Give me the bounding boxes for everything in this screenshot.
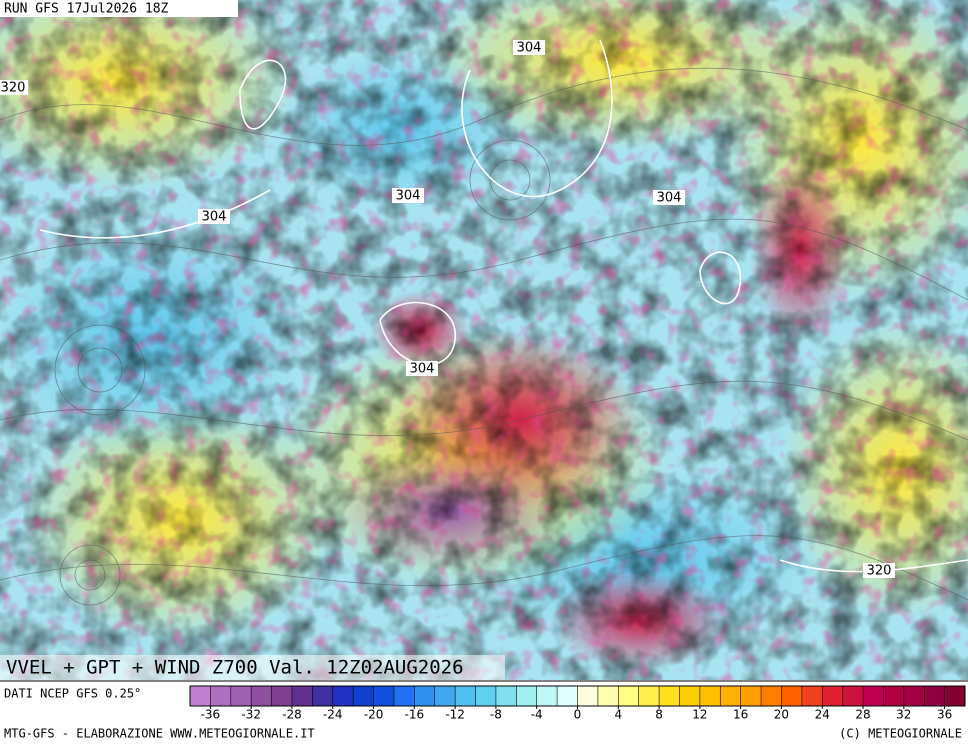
colorbar-swatch bbox=[638, 686, 660, 706]
map: RUN GFS 17Jul2026 18Z 304 320 304 304 30… bbox=[0, 0, 968, 680]
colorbar-swatch bbox=[291, 686, 313, 706]
colorbar-tick-label: -4 bbox=[531, 708, 543, 722]
colorbar-swatch bbox=[230, 686, 252, 706]
colorbar-swatch bbox=[190, 686, 211, 706]
colorbar-tick-label: -36 bbox=[201, 708, 221, 722]
colorbar-swatch bbox=[210, 686, 232, 706]
colorbar-tick-label: 8 bbox=[655, 708, 663, 722]
colorbar-swatch bbox=[903, 686, 925, 706]
colorbar-swatch bbox=[944, 686, 966, 706]
footer-right: (C) METEOGIORNALE bbox=[839, 727, 962, 741]
colorbar-tick-label: 4 bbox=[614, 708, 622, 722]
colorbar-tick-label: 16 bbox=[733, 708, 748, 722]
map-title: VVEL + GPT + WIND Z700 Val. 12Z02AUG2026 bbox=[6, 657, 464, 679]
data-source: DATI NCEP GFS 0.25° bbox=[4, 687, 141, 701]
colorbar-tick-label: 36 bbox=[937, 708, 952, 722]
colorbar-swatch bbox=[659, 686, 680, 706]
colorbar-tick-label: 28 bbox=[855, 708, 870, 722]
contour-labels: 304 320 304 304 304 304 320 bbox=[0, 40, 895, 579]
colorbar-swatch bbox=[720, 686, 742, 706]
contour-label: 304 bbox=[396, 189, 421, 204]
colorbar-swatch bbox=[679, 686, 701, 706]
colorbar-swatch bbox=[393, 686, 415, 706]
colorbar-tick-label: 32 bbox=[896, 708, 911, 722]
contour-label: 320 bbox=[1, 81, 26, 96]
colorbar-swatch bbox=[557, 686, 578, 706]
colorbar-swatch bbox=[516, 686, 538, 706]
colorbar-swatch bbox=[618, 686, 640, 706]
contour-label: 304 bbox=[657, 191, 682, 206]
colorbar-swatch bbox=[801, 686, 823, 706]
colorbar-swatch bbox=[597, 686, 619, 706]
run-label: RUN GFS 17Jul2026 18Z bbox=[4, 2, 169, 17]
colorbar-tick-label: 12 bbox=[692, 708, 707, 722]
colorbar-tick-label: -12 bbox=[445, 708, 465, 722]
contour-label: 304 bbox=[410, 362, 435, 377]
colorbar-tick-label: -28 bbox=[282, 708, 302, 722]
colorbar-swatch bbox=[761, 686, 782, 706]
colorbar-swatch bbox=[332, 686, 354, 706]
colorbar-tick-label: -20 bbox=[364, 708, 384, 722]
colorbar-swatch bbox=[312, 686, 334, 706]
colorbar-swatch bbox=[536, 686, 558, 706]
colorbar-swatch bbox=[924, 686, 946, 706]
colorbar-swatch bbox=[822, 686, 844, 706]
contour-label: 304 bbox=[202, 210, 227, 225]
colorbar-swatch bbox=[577, 686, 599, 706]
colorbar-tick-label: 20 bbox=[774, 708, 789, 722]
colorbar-swatch bbox=[740, 686, 762, 706]
colorbar-tick-label: 0 bbox=[574, 708, 582, 722]
colorbar-tick-label: -32 bbox=[241, 708, 261, 722]
colorbar-swatch bbox=[414, 686, 436, 706]
colorbar-swatch bbox=[434, 686, 456, 706]
colorbar-swatch bbox=[271, 686, 293, 706]
contour-label: 304 bbox=[517, 41, 542, 56]
footer-left: MTG-GFS - ELABORAZIONE WWW.METEOGIORNALE… bbox=[4, 727, 315, 741]
colorbar-swatch bbox=[842, 686, 864, 706]
colorbar-tick-label: 24 bbox=[815, 708, 830, 722]
colorbar-swatch bbox=[883, 686, 905, 706]
contour-label: 320 bbox=[867, 564, 892, 579]
colorbar-swatch bbox=[475, 686, 497, 706]
colorbar-swatch bbox=[699, 686, 721, 706]
colorbar-swatch bbox=[251, 686, 273, 706]
colorbar-tick-label: -8 bbox=[490, 708, 502, 722]
colorbar-tick-label: -24 bbox=[323, 708, 343, 722]
colorbar-swatch bbox=[373, 686, 395, 706]
colorbar-swatch bbox=[455, 686, 477, 706]
colorbar-swatch bbox=[495, 686, 517, 706]
colorbar-swatch bbox=[863, 686, 884, 706]
colorbar-tick-label: -16 bbox=[405, 708, 425, 722]
run-label-box bbox=[0, 0, 238, 17]
colorbar: -36 -32 -28 -24 -20 -16 -12 -8 -4 0 4 8 12 16 20 24 28 32… bbox=[189, 685, 966, 722]
colorbar-swatch bbox=[353, 686, 375, 706]
colorbar-swatch bbox=[781, 686, 803, 706]
